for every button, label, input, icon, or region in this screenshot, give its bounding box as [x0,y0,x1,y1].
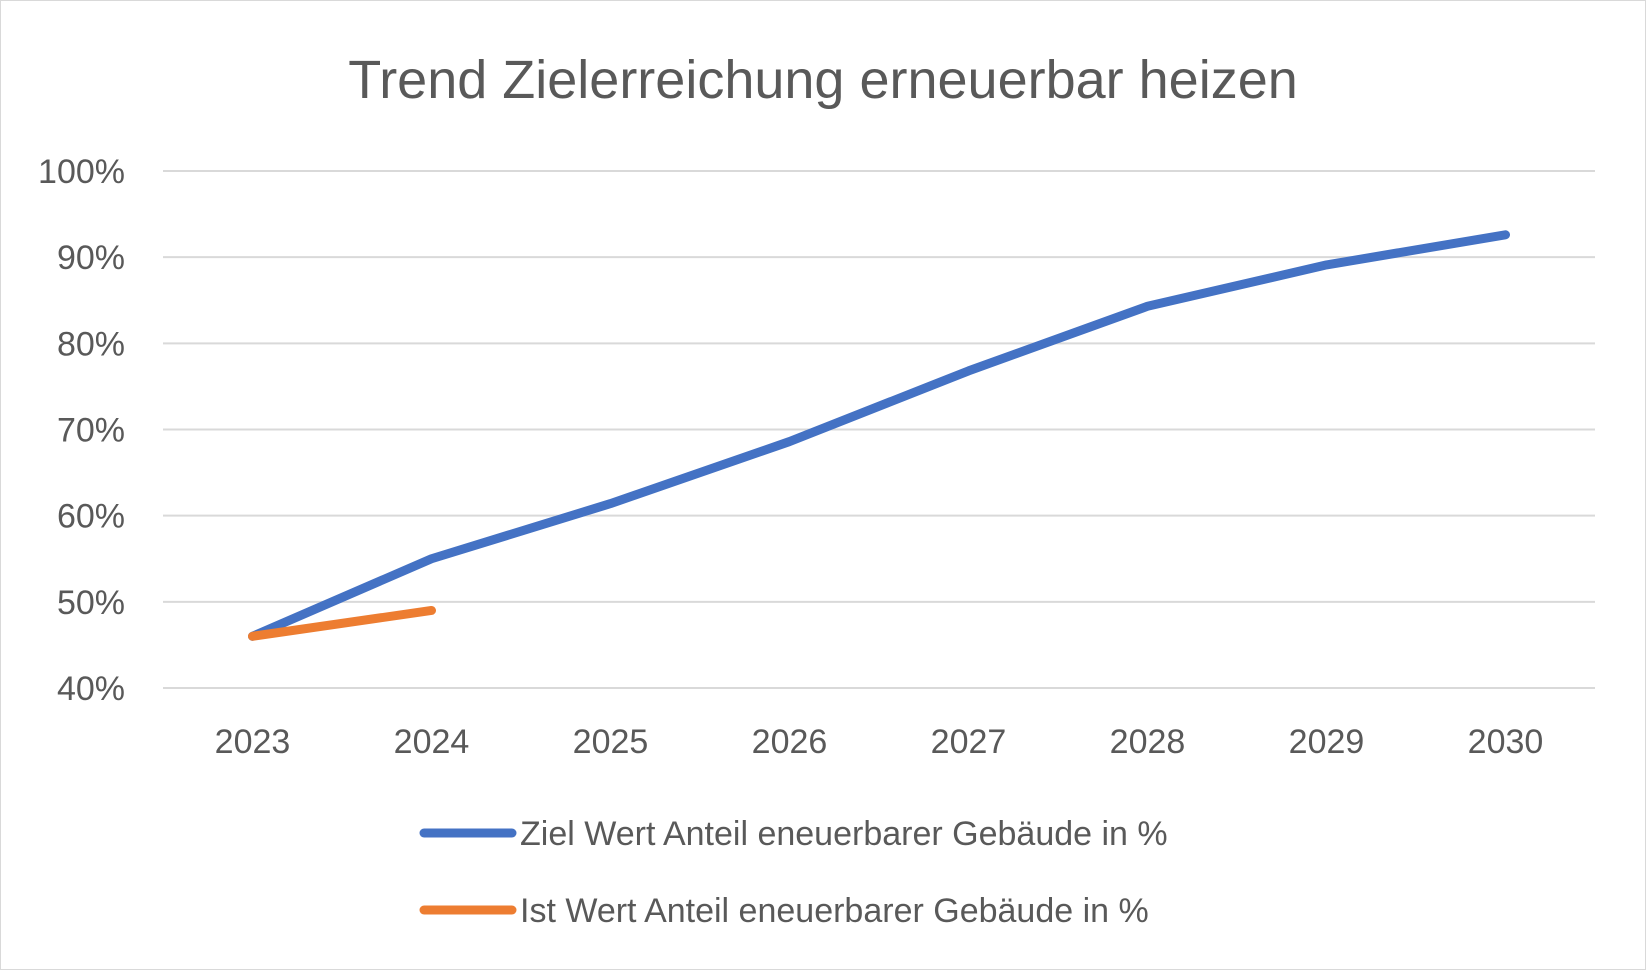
x-tick-label: 2024 [394,723,470,761]
x-tick-label: 2027 [931,723,1007,761]
legend-label-ziel: Ziel Wert Anteil eneuerbarer Gebäude in … [520,815,1168,853]
y-tick-label: 50% [57,584,125,622]
y-tick-label: 100% [38,153,125,191]
y-tick-label: 80% [57,325,125,363]
series-line-ist [248,605,436,641]
x-tick-label: 2026 [752,723,828,761]
legend-label-ist: Ist Wert Anteil eneuerbarer Gebäude in % [520,892,1149,930]
gridlines [163,170,1595,689]
x-tick-label: 2029 [1289,723,1365,761]
series-lines [248,230,1510,641]
x-tick-label: 2030 [1468,723,1544,761]
chart-title: Trend Zielerreichung erneuerbar heizen [348,50,1298,110]
y-tick-label: 60% [57,498,125,536]
series-line-ziel [248,230,1510,641]
y-tick-label: 40% [57,670,125,708]
legend: Ziel Wert Anteil eneuerbarer Gebäude in … [419,815,1168,930]
x-tick-label: 2023 [215,723,291,761]
x-tick-label: 2028 [1110,723,1186,761]
y-tick-label: 90% [57,239,125,277]
x-tick-label: 2025 [573,723,649,761]
y-tick-label: 70% [57,412,125,450]
x-axis-ticks: 2023 2024 2025 2026 2027 2028 2029 2030 [215,723,1544,761]
y-axis-ticks: 40% 50% 60% 70% 80% 90% 100% [38,153,125,708]
